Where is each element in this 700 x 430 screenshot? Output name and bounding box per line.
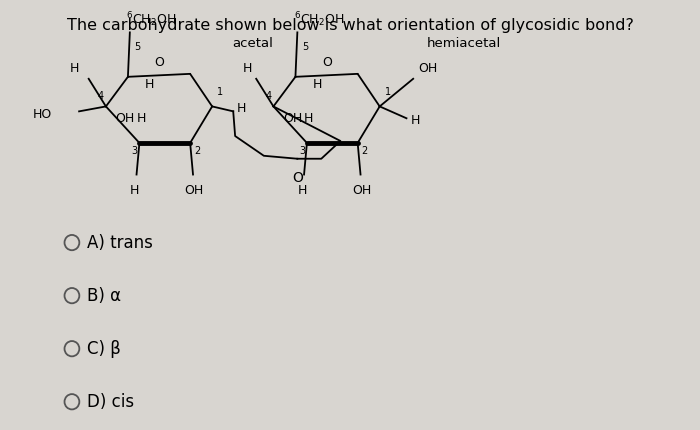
Text: acetal: acetal — [232, 37, 273, 50]
Text: A) trans: A) trans — [87, 233, 153, 252]
Text: 1: 1 — [384, 86, 391, 97]
Text: O: O — [292, 171, 303, 184]
Text: The carbohydrate shown below is what orientation of glycosidic bond?: The carbohydrate shown below is what ori… — [66, 18, 634, 33]
Text: H: H — [243, 62, 253, 75]
Text: H: H — [313, 78, 322, 91]
Text: HO: HO — [33, 108, 52, 121]
Text: 2: 2 — [194, 146, 200, 156]
Text: H: H — [237, 102, 246, 115]
Text: H: H — [410, 114, 420, 127]
Text: O: O — [155, 55, 164, 68]
Text: $^6$CH$_2$OH: $^6$CH$_2$OH — [126, 11, 176, 29]
Text: 3: 3 — [299, 146, 305, 156]
Text: OH: OH — [352, 184, 371, 197]
Text: 3: 3 — [132, 146, 137, 156]
Text: 1: 1 — [217, 86, 223, 97]
Text: OH: OH — [184, 184, 204, 197]
Text: C) β: C) β — [87, 340, 121, 358]
Text: OH: OH — [418, 62, 438, 75]
Text: OH: OH — [116, 112, 134, 125]
Text: 5: 5 — [302, 42, 309, 52]
Text: B) α: B) α — [87, 287, 121, 304]
Text: OH: OH — [283, 112, 302, 125]
Text: hemiacetal: hemiacetal — [426, 37, 500, 50]
Text: H: H — [70, 62, 79, 75]
Text: 5: 5 — [134, 42, 141, 52]
Text: H: H — [130, 184, 139, 197]
Text: D) cis: D) cis — [87, 393, 134, 411]
Text: 2: 2 — [361, 146, 368, 156]
Text: H: H — [298, 184, 307, 197]
Text: 4: 4 — [98, 92, 104, 101]
Text: H: H — [304, 112, 314, 125]
Text: $^6$CH$_2$OH: $^6$CH$_2$OH — [293, 11, 344, 29]
Text: H: H — [136, 112, 146, 125]
Text: 4: 4 — [265, 92, 272, 101]
Text: H: H — [145, 78, 155, 91]
Text: O: O — [322, 55, 332, 68]
